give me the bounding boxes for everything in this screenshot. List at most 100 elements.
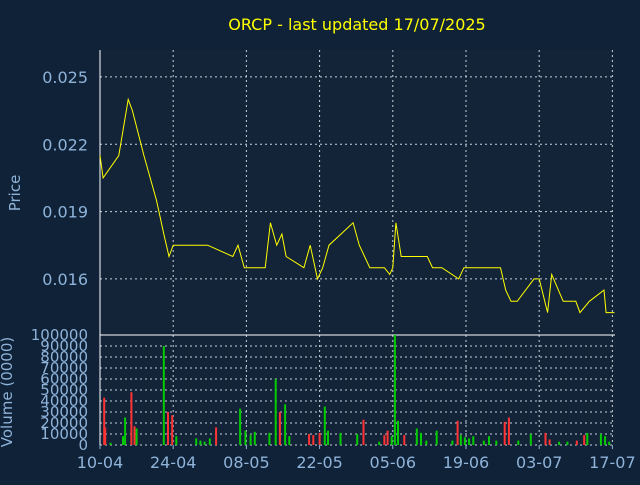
volume-bar <box>420 432 422 445</box>
volume-bar <box>435 430 438 445</box>
volume-bar <box>503 421 506 445</box>
volume-axis-label: Volume (0000) <box>0 337 16 447</box>
volume-bar <box>249 435 252 445</box>
volume-bar <box>312 435 315 445</box>
volume-bar <box>175 436 178 445</box>
price-panel: 0.025 0.022 0.019 0.016 <box>42 50 615 335</box>
volume-bar <box>239 408 242 445</box>
volume-bar <box>459 435 462 445</box>
volume-bar <box>586 432 589 445</box>
volume-bar <box>171 415 174 445</box>
volume-bar <box>288 436 291 445</box>
volume-bar <box>397 420 399 445</box>
volume-bar <box>583 435 586 445</box>
volume-bar <box>558 441 561 445</box>
volume-bar <box>415 428 418 445</box>
date-tick-label: 08-05 <box>223 453 270 472</box>
volume-plot-area <box>100 335 615 445</box>
volume-bar <box>327 430 329 445</box>
date-tick-label: 05-06 <box>370 453 417 472</box>
volume-bar <box>130 392 133 445</box>
volume-bar <box>425 440 428 445</box>
volume-bar <box>133 426 136 445</box>
volume-tick-label: 40000 <box>40 392 88 410</box>
price-tick-label: 0.022 <box>42 135 88 154</box>
volume-bar <box>468 438 471 445</box>
chart-title: ORCP - last updated 17/07/2025 <box>228 15 485 34</box>
volume-tick-label: 80000 <box>40 348 88 366</box>
volume-bar <box>103 397 106 445</box>
date-tick-label: 24-04 <box>150 453 197 472</box>
volume-bar <box>482 440 485 445</box>
volume-bar <box>529 434 532 445</box>
volume-bar <box>109 442 112 445</box>
volume-bar <box>390 436 393 445</box>
price-tick-label: 0.019 <box>42 203 88 222</box>
date-tick-label: 19-06 <box>443 453 490 472</box>
volume-bar <box>463 437 466 445</box>
volume-bar <box>393 335 396 445</box>
volume-bar <box>544 432 547 445</box>
volume-bar <box>162 346 165 445</box>
volume-bar <box>323 406 326 445</box>
volume-bar <box>318 432 321 445</box>
volume-tick-label: 0 <box>78 436 88 454</box>
volume-bar <box>575 440 578 445</box>
volume-bar <box>208 438 211 445</box>
date-tick-label: 03-07 <box>516 453 563 472</box>
price-axis-label: Price <box>6 175 24 212</box>
volume-bar <box>308 434 311 445</box>
volume-bar <box>495 440 498 445</box>
volume-bar <box>378 441 381 445</box>
price-tick-label: 0.016 <box>42 270 88 289</box>
volume-bar <box>599 434 602 445</box>
volume-tick-label: 90000 <box>40 337 88 355</box>
date-axis: 10-04 24-04 08-05 22-05 05-06 19-06 03-07 17-07 <box>77 445 636 472</box>
volume-bar <box>548 439 551 445</box>
volume-bar <box>199 440 202 445</box>
volume-tick-label: 60000 <box>40 370 88 388</box>
volume-tick-label: 100000 <box>31 326 88 344</box>
volume-bar <box>472 436 475 445</box>
volume-bar <box>122 436 124 445</box>
volume-bar <box>403 435 406 445</box>
volume-bar <box>456 420 459 445</box>
volume-bar <box>488 436 490 445</box>
volume-tick-label: 30000 <box>40 403 88 421</box>
volume-tick-label: 70000 <box>40 359 88 377</box>
volume-bar <box>517 440 520 445</box>
volume-bar <box>203 441 206 445</box>
date-tick-label: 17-07 <box>589 453 636 472</box>
volume-bar <box>566 441 569 445</box>
volume-bar <box>362 419 365 445</box>
price-tick-label: 0.025 <box>42 68 88 87</box>
volume-bar <box>167 412 169 445</box>
price-plot-area <box>100 50 615 335</box>
volume-bar <box>383 435 386 445</box>
volume-bar <box>339 432 342 445</box>
date-tick-label: 22-05 <box>296 453 343 472</box>
price-line <box>99 97 615 314</box>
volume-tick-label: 50000 <box>40 381 88 399</box>
volume-bar <box>268 432 271 445</box>
volume-bar <box>104 427 107 445</box>
volume-bar <box>608 441 611 445</box>
volume-bar <box>278 412 281 445</box>
date-tick-label: 10-04 <box>77 453 124 472</box>
volume-bar <box>195 438 198 445</box>
volume-bar <box>604 436 607 445</box>
volume-bar <box>215 427 218 445</box>
volume-bar <box>135 428 138 445</box>
volume-bar <box>253 431 256 445</box>
volume-bar <box>244 430 247 445</box>
volume-bar <box>124 417 127 445</box>
volume-bar <box>284 404 287 445</box>
volume-panel: 1000009000080000700006000050000400003000… <box>31 326 615 454</box>
volume-bar <box>386 430 389 445</box>
volume-tick-label: 20000 <box>40 414 88 432</box>
volume-tick-label: 10000 <box>40 425 88 443</box>
volume-bar <box>356 434 359 445</box>
volume-bar <box>451 440 454 445</box>
volume-bar <box>507 417 510 445</box>
